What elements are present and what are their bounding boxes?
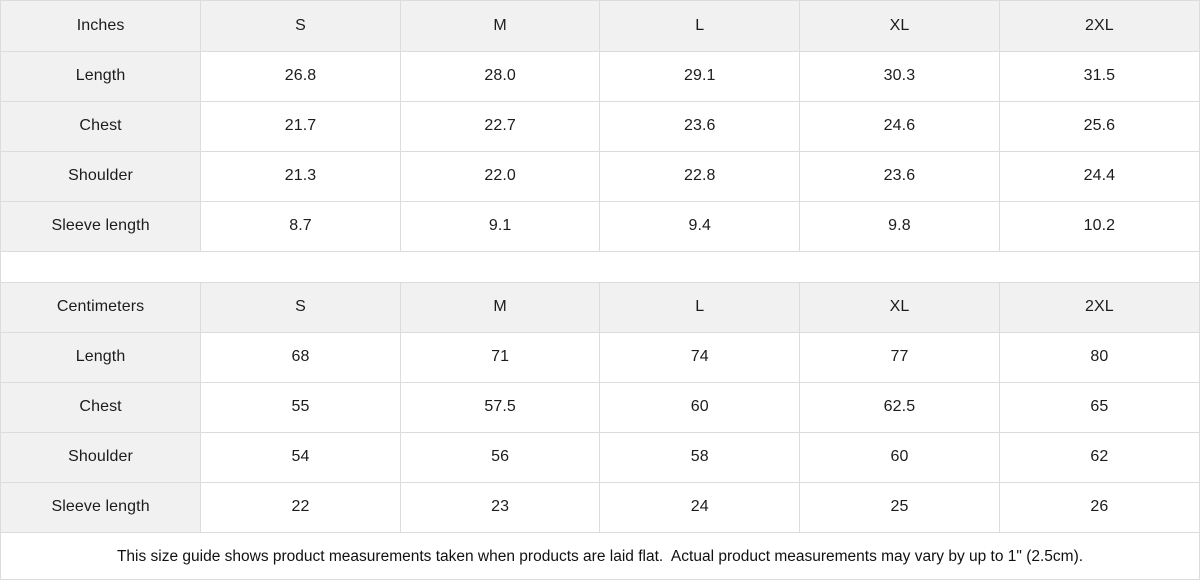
value-cell: 74	[599, 332, 801, 383]
value-cell: 77	[799, 332, 1000, 383]
value-cell: 21.3	[200, 151, 401, 202]
row-label-cell: Length	[1, 51, 202, 102]
value-cell: 23.6	[599, 101, 801, 152]
row-label-cell: Sleeve length	[1, 482, 202, 533]
value-cell: 60	[599, 382, 801, 433]
value-cell: 62	[999, 432, 1199, 483]
unit-header-cell: Centimeters	[1, 281, 202, 333]
row-label-cell: Shoulder	[1, 151, 202, 202]
value-cell: 71	[400, 332, 601, 383]
value-cell: 10.2	[999, 201, 1199, 252]
value-cell: 29.1	[599, 51, 801, 102]
row-label-cell: Chest	[1, 382, 202, 433]
row-label-cell: Chest	[1, 101, 202, 152]
value-cell: 54	[200, 432, 401, 483]
value-cell: 28.0	[400, 51, 601, 102]
value-cell: 22	[200, 482, 401, 533]
table-row: Sleeve length 8.7 9.1 9.4 9.8 10.2	[1, 201, 1199, 252]
value-cell: 26.8	[200, 51, 401, 102]
header-row: Inches S M L XL 2XL	[1, 1, 1199, 52]
value-cell: 24	[599, 482, 801, 533]
table-spacer	[1, 251, 1199, 282]
value-cell: 57.5	[400, 382, 601, 433]
value-cell: 24.6	[799, 101, 1000, 152]
table-row: Length 26.8 28.0 29.1 30.3 31.5	[1, 51, 1199, 102]
value-cell: 9.1	[400, 201, 601, 252]
value-cell: 8.7	[200, 201, 401, 252]
size-header-cell: 2XL	[999, 1, 1199, 52]
unit-header-cell: Inches	[1, 1, 202, 52]
value-cell: 62.5	[799, 382, 1000, 433]
row-label-cell: Length	[1, 332, 202, 383]
value-cell: 22.0	[400, 151, 601, 202]
value-cell: 30.3	[799, 51, 1000, 102]
value-cell: 55	[200, 382, 401, 433]
value-cell: 23.6	[799, 151, 1000, 202]
header-row: Centimeters S M L XL 2XL	[1, 281, 1199, 333]
size-header-cell: S	[200, 1, 401, 52]
value-cell: 22.8	[599, 151, 801, 202]
table-row: Shoulder 21.3 22.0 22.8 23.6 24.4	[1, 151, 1199, 202]
size-header-cell: 2XL	[999, 281, 1199, 333]
value-cell: 68	[200, 332, 401, 383]
value-cell: 65	[999, 382, 1199, 433]
value-cell: 58	[599, 432, 801, 483]
value-cell: 21.7	[200, 101, 401, 152]
value-cell: 25.6	[999, 101, 1199, 152]
size-header-cell: M	[400, 281, 601, 333]
table-row: Sleeve length 22 23 24 25 26	[1, 482, 1199, 533]
value-cell: 80	[999, 332, 1199, 383]
size-header-cell: L	[599, 1, 801, 52]
value-cell: 25	[799, 482, 1000, 533]
value-cell: 22.7	[400, 101, 601, 152]
size-header-cell: L	[599, 281, 801, 333]
table-row: Shoulder 54 56 58 60 62	[1, 432, 1199, 483]
value-cell: 23	[400, 482, 601, 533]
value-cell: 60	[799, 432, 1000, 483]
value-cell: 31.5	[999, 51, 1199, 102]
value-cell: 24.4	[999, 151, 1199, 202]
inches-table: Inches S M L XL 2XL Length 26.8 28.0 29.…	[1, 1, 1199, 252]
table-row: Length 68 71 74 77 80	[1, 332, 1199, 383]
table-row: Chest 55 57.5 60 62.5 65	[1, 382, 1199, 433]
value-cell: 9.8	[799, 201, 1000, 252]
value-cell: 56	[400, 432, 601, 483]
value-cell: 26	[999, 482, 1199, 533]
table-row: Chest 21.7 22.7 23.6 24.6 25.6	[1, 101, 1199, 152]
size-header-cell: XL	[799, 1, 1000, 52]
size-header-cell: XL	[799, 281, 1000, 333]
size-header-cell: S	[200, 281, 401, 333]
size-header-cell: M	[400, 1, 601, 52]
centimeters-table: Centimeters S M L XL 2XL Length 68 71 74…	[1, 281, 1199, 533]
size-guide-disclaimer: This size guide shows product measuremen…	[1, 532, 1199, 579]
row-label-cell: Shoulder	[1, 432, 202, 483]
value-cell: 9.4	[599, 201, 801, 252]
row-label-cell: Sleeve length	[1, 201, 202, 252]
